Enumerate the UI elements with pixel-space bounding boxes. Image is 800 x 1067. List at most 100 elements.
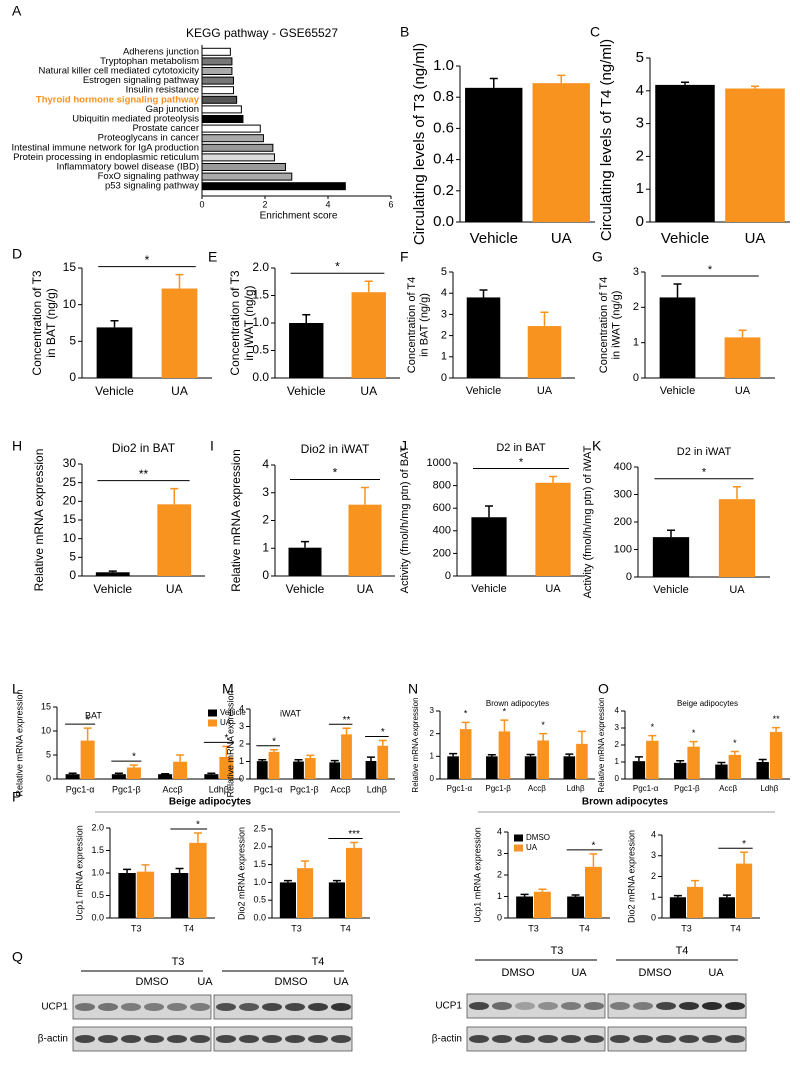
y-tick-label: 400 bbox=[614, 461, 632, 473]
x-tick-label: Accβ bbox=[163, 784, 183, 794]
significance: * bbox=[742, 839, 746, 850]
error-bar bbox=[526, 753, 535, 757]
chart-title: Brown adipocytes bbox=[486, 699, 549, 708]
x-tick-label: Ldhβ bbox=[760, 784, 778, 793]
x-tick-label: T4 bbox=[340, 923, 351, 933]
x-tick-label: UA bbox=[545, 583, 561, 595]
blot-band bbox=[610, 1002, 630, 1010]
x-axis-label: Enrichment score bbox=[260, 211, 338, 222]
bar bbox=[201, 86, 234, 95]
error-bar bbox=[673, 283, 682, 298]
y-tick-label: 3 bbox=[430, 706, 435, 715]
x-tick-label: 4 bbox=[325, 199, 330, 209]
blot-lane: UA bbox=[571, 967, 587, 979]
error-bar bbox=[557, 74, 566, 84]
blot-band bbox=[331, 1035, 351, 1043]
blot-band bbox=[633, 1035, 653, 1043]
chart-title: D2 in iWAT bbox=[677, 446, 732, 458]
chart-title: Beige adipocytes bbox=[677, 699, 738, 708]
blot-band bbox=[239, 1003, 259, 1011]
bar bbox=[201, 47, 231, 56]
panel: F 0 1 2 3 4 5 Concentration of T4 in BAT (ng/g) V… bbox=[400, 249, 575, 397]
y-tick-label: FoxO signaling pathway bbox=[98, 171, 200, 182]
significance: * bbox=[692, 728, 696, 738]
error-bar bbox=[378, 739, 387, 746]
panel-letter: M bbox=[222, 681, 234, 697]
bar bbox=[65, 774, 80, 779]
x-tick-label: UA bbox=[729, 584, 745, 596]
error-bar bbox=[193, 832, 202, 843]
blot-band bbox=[121, 1003, 141, 1011]
y-tick-label: 0 bbox=[445, 570, 451, 582]
error-bar bbox=[175, 867, 184, 873]
bar bbox=[498, 731, 511, 779]
y-tick-label: 800 bbox=[433, 480, 451, 492]
y-tick-label: 0.0 bbox=[433, 213, 454, 230]
y-tick-label: 2 bbox=[651, 871, 656, 881]
panel: K 0 100 200 300 400 Activity (fmol/h/mg ptn) o… bbox=[582, 438, 770, 598]
significance: * bbox=[541, 720, 545, 730]
x-tick-label: 6 bbox=[388, 199, 393, 209]
bar bbox=[219, 756, 234, 779]
panel: O 0 1 2 3 4 Relative mRNA expression Beige adip… bbox=[597, 681, 790, 793]
y-tick-label: Natural killer cell mediated cytotoxicit… bbox=[38, 66, 199, 77]
x-tick-label: Vehicle bbox=[661, 230, 709, 247]
y-axis-label: Relative mRNA expression bbox=[411, 697, 420, 792]
y-axis-label: Relative mRNA expression bbox=[225, 690, 235, 797]
bar bbox=[201, 95, 238, 104]
bar bbox=[646, 740, 659, 779]
y-tick-label: 0.8 bbox=[433, 88, 454, 105]
y-tick-label: 15 bbox=[63, 512, 77, 526]
blot-band bbox=[262, 1035, 282, 1043]
y-tick-label: 0 bbox=[239, 773, 244, 783]
error-bar bbox=[634, 756, 643, 762]
blot-band bbox=[121, 1035, 141, 1043]
x-tick-label: Accβ bbox=[331, 784, 351, 794]
y-tick-label: 4 bbox=[636, 82, 644, 99]
bar bbox=[718, 499, 756, 577]
y-axis-label: Ucp1 mRNA expression bbox=[472, 827, 482, 923]
y-axis-label: Circulating levels of T4 (ng/ml) bbox=[598, 39, 615, 241]
blot-lane: UA bbox=[197, 976, 213, 988]
error-bar bbox=[751, 85, 759, 89]
y-tick-label: 0.0 bbox=[252, 370, 269, 384]
y-tick-label: 1 bbox=[262, 540, 269, 554]
panel-letter: K bbox=[592, 438, 602, 454]
error-bar bbox=[342, 727, 351, 735]
bar bbox=[348, 504, 382, 576]
error-bar bbox=[540, 311, 549, 327]
error-bar bbox=[722, 894, 731, 898]
blot-membrane bbox=[72, 1026, 212, 1052]
panel-letter: D bbox=[12, 246, 22, 262]
significance: * bbox=[86, 715, 90, 726]
y-tick-label: 0.6 bbox=[433, 119, 454, 136]
error-bar bbox=[673, 894, 682, 898]
bar bbox=[466, 297, 501, 378]
blot-lane: DMSO bbox=[136, 976, 169, 988]
y-tick-label: Inflammatory bowel disease (IBD) bbox=[56, 162, 199, 173]
blot-membrane bbox=[213, 994, 353, 1020]
significance: * bbox=[381, 727, 385, 738]
x-tick-label: T4 bbox=[183, 923, 194, 933]
error-bar bbox=[366, 756, 375, 761]
x-tick-label: 0 bbox=[199, 199, 204, 209]
y-axis-label: Concentration of T3 bbox=[228, 270, 242, 376]
y-tick-label: 0 bbox=[633, 372, 639, 384]
blot-lane: DMSO bbox=[639, 967, 672, 979]
legend-label: UA bbox=[220, 718, 232, 727]
bar bbox=[351, 292, 386, 378]
panel: B 0.0 0.2 0.4 0.6 0.8 1.0 Circulating levels of… bbox=[400, 24, 595, 247]
bar bbox=[527, 326, 562, 378]
blot-band bbox=[167, 1035, 187, 1043]
y-tick-label: 2.0 bbox=[252, 260, 269, 274]
error-bar bbox=[449, 752, 458, 757]
blot-band bbox=[538, 1035, 558, 1043]
bar bbox=[524, 756, 537, 779]
legend-label: Vehicle bbox=[220, 708, 246, 717]
blot-band bbox=[469, 1002, 489, 1010]
y-tick-label: 10 bbox=[63, 531, 77, 545]
y-tick-label: 3 bbox=[651, 850, 656, 860]
x-tick-label: UA bbox=[171, 384, 188, 398]
significance: *** bbox=[348, 829, 360, 840]
x-tick-label: UA bbox=[357, 582, 374, 596]
